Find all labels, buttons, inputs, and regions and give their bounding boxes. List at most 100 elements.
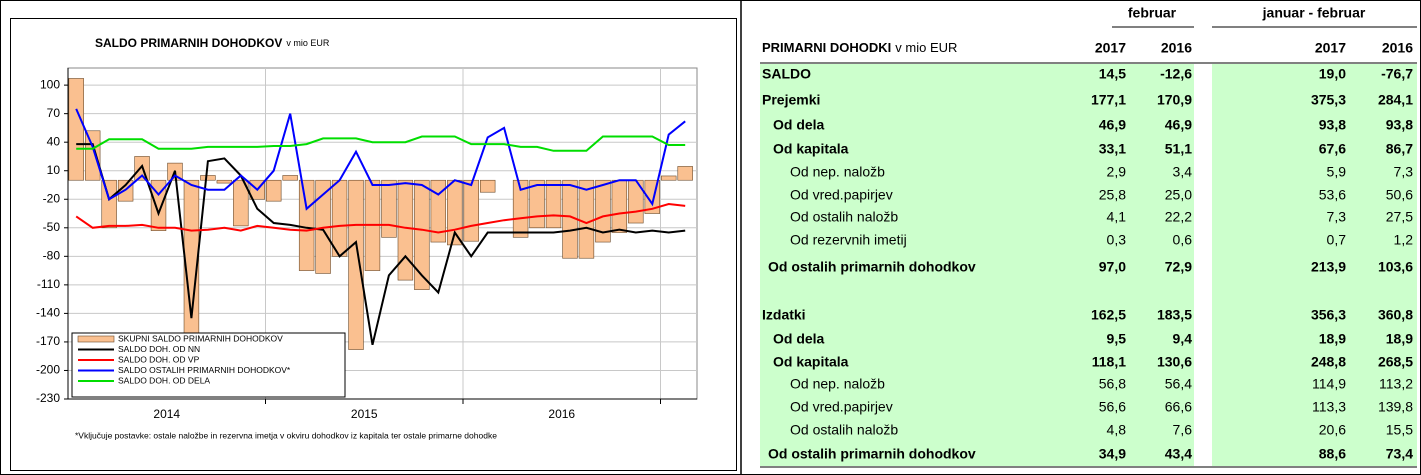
cell: 56,4: [1165, 376, 1192, 392]
bar: [216, 179, 233, 184]
row-label: Od ostalih primarnih dohodkov: [768, 446, 976, 462]
bar: [101, 179, 117, 229]
cell: -12,6: [1160, 66, 1192, 82]
cell: 25,8: [1099, 187, 1126, 203]
row-label: Od nep. naložb: [790, 376, 885, 392]
cell: 43,4: [1165, 446, 1192, 462]
plot: 100 70 40 10 -20 -50 -80 -110 -140 -170 -200 -230 20…: [36, 67, 698, 421]
bar: [677, 166, 693, 181]
cell: 0,6: [1173, 232, 1193, 248]
cell: 72,9: [1165, 259, 1192, 275]
line: [75, 108, 686, 211]
bar: [414, 179, 430, 290]
bar: [397, 179, 414, 281]
bar: [661, 175, 677, 181]
bar: [463, 179, 479, 242]
y-tick-label: -170: [36, 334, 60, 348]
cell: 113,2: [1379, 376, 1413, 392]
table-title-main: PRIMARNI DOHODKI: [762, 40, 891, 55]
cell: 15,5: [1386, 422, 1413, 438]
x-group-label: 2014: [153, 407, 180, 421]
y-tick-label: -230: [36, 391, 60, 405]
table: februar januar - februar PRIMARNI DOHODKI v…: [760, 5, 1417, 468]
cell: 177,1: [1091, 92, 1126, 108]
cell: 19,0: [1319, 66, 1346, 82]
cell: 170,9: [1157, 92, 1192, 108]
row-label: Od kapitala: [773, 354, 849, 370]
cell: 9,5: [1107, 331, 1127, 347]
legend: [71, 332, 346, 398]
cell: 67,6: [1319, 141, 1346, 157]
cell: 213,9: [1311, 259, 1346, 275]
table-title: PRIMARNI DOHODKI v mio EUR: [762, 40, 957, 55]
bar: [266, 179, 282, 202]
legend-label: SALDO DOH. OD DELA: [118, 375, 210, 385]
cell: 4,1: [1107, 209, 1127, 225]
bar: [430, 179, 447, 243]
cell: 27,5: [1386, 209, 1413, 225]
line: [76, 143, 686, 346]
cell: 18,9: [1386, 331, 1413, 347]
row-label: Od vred.papirjev: [790, 399, 893, 415]
cell: 56,8: [1099, 376, 1126, 392]
bar: [479, 179, 496, 193]
x-group-label: 2016: [548, 407, 575, 421]
cell: 93,8: [1386, 117, 1413, 133]
cell: 73,4: [1386, 446, 1413, 462]
row-label: Od ostalih naložb: [790, 209, 898, 225]
bar: [578, 179, 595, 259]
group-header: januar - februar: [1262, 5, 1366, 21]
row-label: Od dela: [773, 117, 825, 133]
cell: 139,8: [1378, 399, 1413, 415]
row-label: Od vred.papirjev: [790, 187, 893, 203]
cell: 0,3: [1107, 232, 1127, 248]
x-group-label: 2015: [351, 407, 378, 421]
cell: 2,9: [1107, 164, 1127, 180]
cell: 88,6: [1319, 446, 1346, 462]
legend-label: SKUPNI SALDO PRIMARNIH DOHODKOV: [118, 333, 283, 343]
row-label: Od kapitala: [773, 141, 849, 157]
footnote: *Vključuje postavke: ostale naložbe in r…: [75, 430, 497, 440]
cell: 114,9: [1312, 376, 1346, 392]
cell: 3,4: [1173, 164, 1193, 180]
cell: 51,1: [1165, 141, 1192, 157]
legend-swatch: [77, 335, 115, 343]
bar: [298, 179, 315, 271]
cell: 1,2: [1394, 232, 1414, 248]
bar: [611, 179, 628, 233]
cell: 113,3: [1312, 399, 1346, 415]
y-tick-label: -200: [36, 363, 60, 377]
cell: 268,5: [1378, 354, 1413, 370]
group-header: februar: [1128, 5, 1177, 21]
y-tick-label: -50: [43, 220, 61, 234]
cell: 7,6: [1173, 422, 1193, 438]
bar: [282, 175, 298, 181]
cell: 50,6: [1386, 187, 1413, 203]
row-label: Izdatki: [762, 307, 806, 323]
cell: 118,1: [1092, 354, 1126, 370]
row-label: SALDO: [762, 66, 811, 82]
bar: [545, 179, 562, 229]
cell: 375,3: [1311, 92, 1346, 108]
chart-title-unit: v mio EUR: [286, 38, 330, 48]
line: [75, 202, 686, 234]
column-header: 2016: [1382, 40, 1413, 56]
cell: 162,5: [1091, 307, 1126, 323]
y-tick-label: 100: [40, 77, 60, 91]
bar: [595, 179, 611, 243]
y-tick-label: -110: [37, 277, 60, 291]
cell: 34,9: [1099, 446, 1126, 462]
legend-label: SALDO DOH. OD VP: [118, 354, 200, 364]
bar: [150, 179, 167, 231]
bar: [381, 179, 397, 238]
cell: 130,6: [1157, 354, 1192, 370]
y-tick-label: 70: [47, 106, 61, 120]
cell: 248,8: [1311, 354, 1346, 370]
bar: [512, 179, 529, 238]
row-label: Od dela: [773, 331, 825, 347]
row-label: Prejemki: [762, 92, 820, 108]
table-title-unit: v mio EUR: [895, 40, 957, 55]
cell: 5,9: [1327, 164, 1347, 180]
column-header: 2017: [1315, 40, 1346, 56]
